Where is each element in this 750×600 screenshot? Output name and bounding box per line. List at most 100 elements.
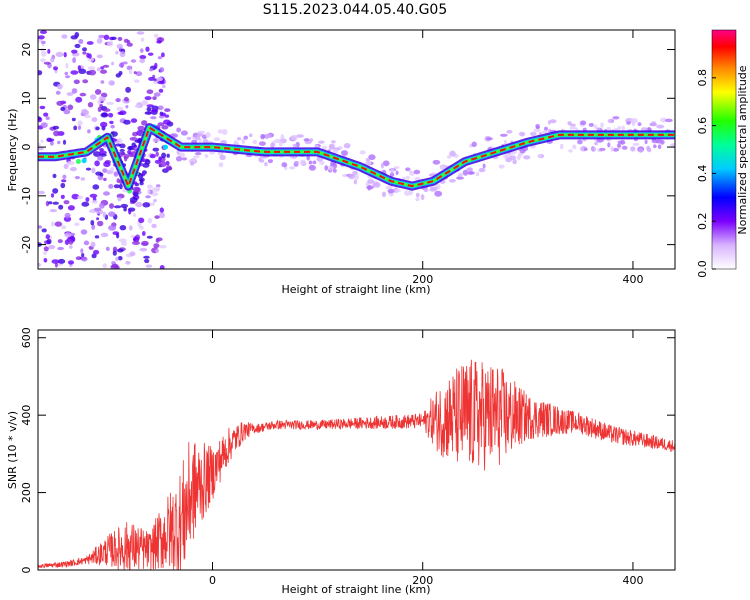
spectrogram-cell: [74, 32, 80, 38]
spectrogram-cell: [414, 176, 421, 181]
spectrogram-cell: [115, 73, 122, 78]
spectrogram-cell: [112, 231, 120, 236]
spectrogram-cell: [113, 184, 120, 189]
spectrogram-cell: [644, 139, 648, 145]
spectrogram-cell: [139, 58, 146, 64]
spectrogram-cell: [303, 138, 310, 142]
spectrogram-cell: [97, 106, 102, 113]
spectrogram-cell: [165, 165, 172, 171]
spectrogram-cell: [129, 196, 138, 203]
snr-x-tick-label: 400: [622, 574, 643, 587]
spectrogram-cell: [45, 116, 50, 120]
spectrogram-cell: [129, 225, 133, 231]
spectrogram-cell: [99, 202, 105, 209]
spectrogram-cell: [138, 217, 145, 224]
spectrogram-cell: [147, 52, 154, 56]
spectrogram-cell: [194, 134, 200, 141]
spectrogram-cell: [180, 130, 188, 136]
spectrogram-cell: [139, 181, 144, 186]
spectrogram-cell: [61, 225, 67, 230]
spectrogram-cell: [159, 67, 165, 73]
spectrogram-cell: [111, 36, 117, 40]
spectrogram-cell: [85, 197, 90, 202]
spectrogram-cell: [94, 235, 100, 239]
spectrogram-cell: [102, 263, 108, 269]
spectrogram-cell: [38, 70, 43, 76]
spectrogram-cell: [57, 83, 63, 90]
spectrogram-cell: [116, 178, 121, 184]
spectrogram-cell: [260, 133, 265, 140]
spectrogram-cell: [141, 240, 149, 246]
spectrogram-cell: [87, 66, 96, 71]
spectrogram-cell: [115, 256, 119, 262]
spectrogram-cell: [112, 250, 117, 256]
spectrogram-cell: [475, 171, 480, 177]
colorbar-tick-label: 0.6: [696, 117, 709, 135]
spectrogram-cell: [145, 46, 150, 52]
spectrogram-y-ticks: -20 -10 0 10 20: [20, 43, 675, 254]
spectrogram-cell: [332, 168, 337, 173]
spectrogram-cell-bright: [81, 158, 87, 164]
spectrogram-cell: [607, 142, 611, 148]
spectrogram-cell: [175, 156, 183, 162]
spectrogram-cell: [130, 59, 137, 63]
spectrogram-cell: [319, 160, 325, 165]
spectrogram-cell: [147, 188, 151, 195]
spectrogram-cell: [140, 37, 145, 42]
spectrogram-cell: [108, 225, 117, 231]
spectrogram-cell: [280, 134, 285, 140]
spectrogram-cell: [43, 112, 49, 117]
spectrogram-cell: [103, 191, 110, 196]
spectrogram-cell: [100, 232, 109, 238]
spectrogram-cell: [382, 160, 390, 167]
spectrogram-cell: [38, 117, 43, 123]
spectrogram-cell: [106, 101, 114, 105]
spectrogram-cell: [547, 120, 551, 125]
spectrogram-cell: [63, 200, 70, 205]
spectrogram-cell: [146, 106, 152, 112]
spectrogram-cell: [50, 57, 55, 63]
spectrogram-cell: [74, 222, 80, 227]
spectrogram-cell: [128, 69, 133, 75]
spectrogram-cell: [342, 173, 348, 178]
spectrogram-cell: [109, 203, 114, 209]
spectrogram-cell: [38, 263, 41, 267]
spectrogram-cell: [110, 81, 115, 86]
spectrogram-cell: [45, 200, 50, 207]
spectrogram-cell: [90, 241, 96, 248]
snr-x-axis-label: Height of straight line (km): [281, 583, 430, 596]
spectrogram-cell: [646, 145, 651, 151]
spectrogram-cell: [60, 182, 66, 189]
spectrogram-cell: [124, 156, 128, 162]
spectrogram-cell: [343, 143, 351, 149]
spectrogram-cell: [348, 173, 356, 180]
spectrogram-cell: [90, 220, 95, 226]
spectrogram-cell: [503, 139, 507, 146]
spectrogram-cell: [161, 112, 167, 117]
spectrogram-cell: [109, 120, 114, 125]
spectrogram-cell: [43, 251, 47, 256]
spectrogram-cell: [148, 76, 155, 81]
spectrogram-cell: [219, 154, 226, 161]
spectrogram-cell: [119, 183, 123, 190]
spectrogram-cell: [74, 43, 81, 49]
spectrogram-cell: [56, 100, 64, 106]
spectrogram-cell: [471, 141, 477, 148]
spectrogram-cell: [157, 122, 165, 127]
spectrogram-cell: [393, 166, 400, 169]
spectrogram-cell: [48, 245, 56, 250]
spectrogram-cell: [96, 67, 101, 72]
spectrogram-cell: [289, 166, 296, 170]
spectrogram-cell: [81, 256, 88, 262]
spectrogram-cell: [655, 139, 663, 144]
spectrogram-cell: [87, 57, 95, 62]
spectrogram-cell: [506, 130, 513, 134]
spectrogram-cell: [591, 146, 597, 152]
spectrogram-cell: [128, 145, 133, 150]
spectrogram-cell: [46, 238, 52, 245]
spectrogram-cell: [519, 148, 526, 154]
spectrogram-cell: [630, 117, 638, 124]
spectrogram-cell: [133, 71, 137, 75]
spectrogram-x-tick-label: 0: [209, 273, 216, 286]
spectrogram-cell: [155, 238, 160, 243]
